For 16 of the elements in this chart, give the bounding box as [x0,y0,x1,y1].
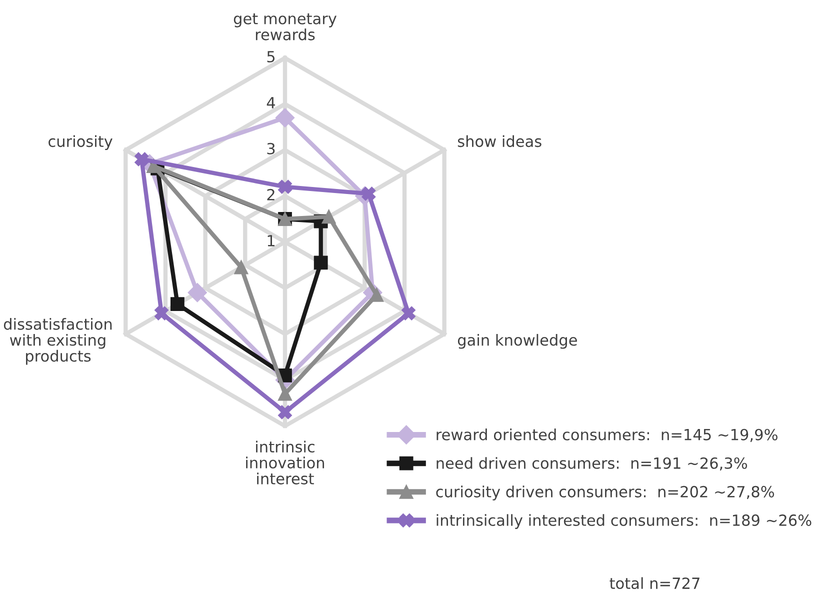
legend-label: curiosity driven consumers: n=202 ~27,8% [436,486,774,500]
spoke-label: show ideas [458,135,542,148]
spoke-label: gain knowledge [458,334,577,349]
y-tick-label: 3 [267,142,275,154]
spoke-label: intrinsic innovation interest [246,440,324,484]
y-tick-label: 1 [268,235,274,246]
y-tick-label: 2 [267,188,274,200]
text: total n=727 [610,577,700,590]
y-tick-label: 4 [266,97,276,108]
legend-label: reward oriented consumers: n=145 ~19,9% [436,428,778,442]
legend-label: need driven consumers: n=191 ~26,3% [436,457,748,470]
spoke-label: curiosity [48,135,112,150]
legend-label: intrinsically interested consumers: n=189 ~26% [436,514,812,529]
spoke-label: get monetary rewards [234,13,337,40]
spoke-label: dissatisfaction with existing products [4,318,112,365]
y-tick-label: 5 [267,51,275,62]
